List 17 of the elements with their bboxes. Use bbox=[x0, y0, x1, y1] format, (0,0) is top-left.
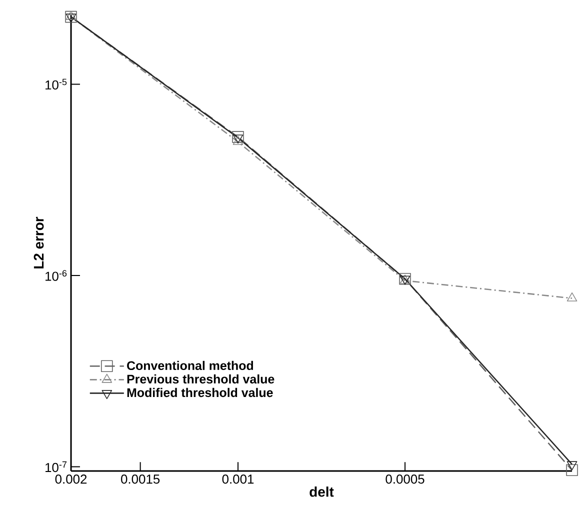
y-tick-label: 10$^{-6}$ bbox=[46, 270, 67, 281]
x-tick-label: 0.0005 bbox=[386, 474, 424, 484]
x-tick-label: 0.001 bbox=[222, 474, 254, 484]
point bbox=[566, 461, 578, 470]
point bbox=[66, 10, 76, 20]
legend-label: Previous threshold value bbox=[127, 374, 274, 384]
point bbox=[65, 10, 77, 23]
legend-label: Conventional method bbox=[127, 360, 254, 370]
point bbox=[566, 464, 578, 476]
x-tick-label: 0.0015 bbox=[121, 474, 160, 484]
y-axis-title: L2 error bbox=[34, 216, 44, 268]
legend-label: Modified threshold value bbox=[127, 388, 273, 398]
x-tick-label: 0.002 bbox=[55, 474, 87, 484]
y-tick-label: 10$^{-5}$ bbox=[46, 78, 67, 90]
point bbox=[232, 131, 244, 143]
y-tick-label: 10$^{-7}$ bbox=[46, 461, 67, 472]
x-axis-title: delt bbox=[310, 486, 334, 497]
